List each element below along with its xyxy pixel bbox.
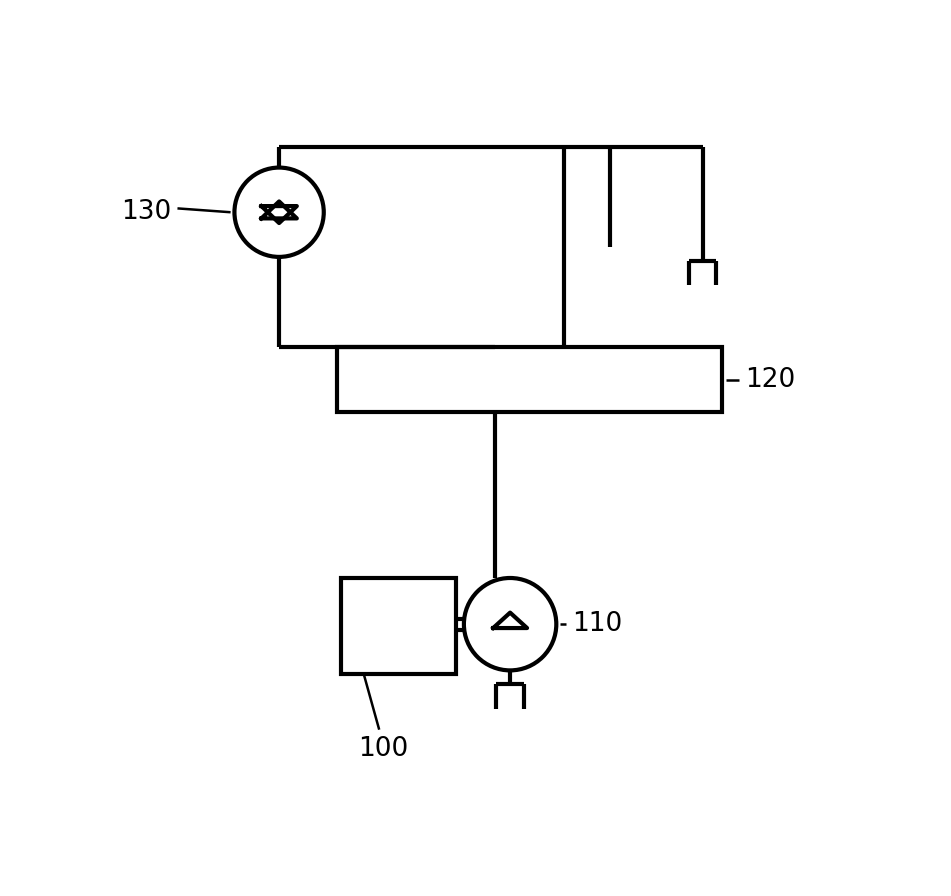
Text: 110: 110 [572, 611, 622, 637]
Text: 100: 100 [358, 736, 408, 762]
Bar [340, 578, 456, 675]
Text: 120: 120 [745, 367, 795, 393]
Bar [337, 347, 722, 412]
Text: 130: 130 [121, 199, 171, 225]
